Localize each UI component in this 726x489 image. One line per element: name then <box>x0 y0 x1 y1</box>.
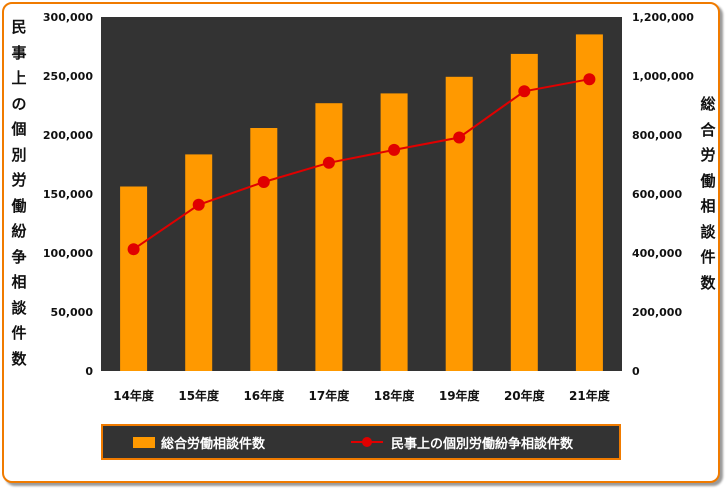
line-point-15年度 <box>192 198 205 211</box>
line-point-20年度 <box>518 85 531 98</box>
legend-line-swatch <box>351 437 383 447</box>
legend-item-line: 民事上の個別労働紛争相談件数 <box>349 432 573 452</box>
right-tick-label: 200,000 <box>632 306 682 319</box>
x-tick-label: 18年度 <box>374 388 416 403</box>
right-tick-label: 400,000 <box>632 247 682 260</box>
bar-15年度 <box>185 154 213 371</box>
line-point-18年度 <box>388 143 401 156</box>
right-tick-label: 1,200,000 <box>632 11 694 24</box>
right-tick-label: 800,000 <box>632 129 682 142</box>
x-tick-label: 17年度 <box>309 388 351 403</box>
left-axis-label: 民事上の個別労働紛争相談件数 <box>11 18 27 368</box>
line-path <box>133 78 590 251</box>
left-tick-label: 300,000 <box>43 11 93 24</box>
line-point-16年度 <box>257 176 270 188</box>
bar-21年度 <box>575 34 603 372</box>
line-series <box>127 73 596 256</box>
x-tick-label: 21年度 <box>569 388 611 403</box>
x-axis-ticks: 14年度 15年度 16年度 17年度 18年度 19年度 20年度 21年度 <box>113 388 610 403</box>
left-tick-label: 100,000 <box>43 247 93 260</box>
x-tick-label: 15年度 <box>178 388 220 403</box>
left-tick-label: 200,000 <box>43 129 93 142</box>
right-axis-ticks: 0 200,000 400,000 600,000 800,000 1,000,000 1,… <box>632 11 694 378</box>
bar-17年度 <box>315 103 343 371</box>
legend-bar-label: 総合労働相談件数 <box>161 436 266 452</box>
legend-item-bar: 総合労働相談件数 <box>133 432 265 452</box>
bar-series <box>120 34 603 372</box>
legend-bar-swatch <box>133 436 155 448</box>
x-tick-label: 14年度 <box>113 388 155 403</box>
left-tick-label: 50,000 <box>51 306 94 319</box>
line-point-17年度 <box>322 156 335 169</box>
line-point-19年度 <box>453 131 466 144</box>
plot-area <box>101 17 622 371</box>
left-tick-label: 0 <box>85 365 93 378</box>
x-tick-label: 19年度 <box>439 388 481 403</box>
right-tick-label: 1,000,000 <box>632 70 694 83</box>
legend: 総合労働相談件数 民事上の個別労働紛争相談件数 <box>101 424 621 460</box>
x-tick-label: 20年度 <box>504 388 546 403</box>
line-point-14年度 <box>127 243 140 256</box>
left-axis-ticks: 0 50,000 100,000 150,000 200,000 250,000 300,0… <box>43 11 93 378</box>
legend-line-label: 民事上の個別労働紛争相談件数 <box>391 436 574 452</box>
right-tick-label: 600,000 <box>632 188 682 201</box>
bar-18年度 <box>380 93 408 372</box>
x-tick-label: 16年度 <box>243 388 285 403</box>
left-tick-label: 150,000 <box>43 188 93 201</box>
right-axis-label: 総合労働相談件数 <box>700 95 716 292</box>
line-point-21年度 <box>583 73 596 86</box>
bar-20年度 <box>510 53 538 372</box>
left-tick-label: 250,000 <box>43 70 93 83</box>
bar-19年度 <box>445 76 473 372</box>
bar-14年度 <box>120 186 148 371</box>
bar-16年度 <box>250 128 278 371</box>
right-tick-label: 0 <box>632 365 640 378</box>
